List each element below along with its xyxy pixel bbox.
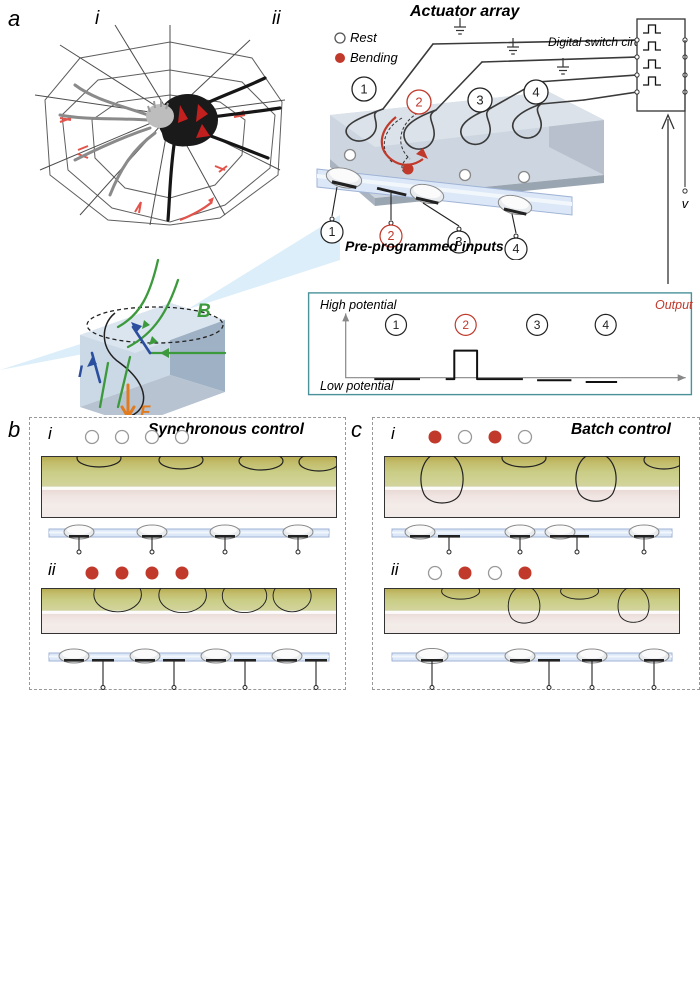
svg-text:B: B (197, 301, 211, 322)
svg-text:v: v (682, 196, 690, 211)
svg-text:4: 4 (532, 85, 539, 100)
svg-text:Output: Output (655, 298, 693, 312)
svg-text:Actuator array: Actuator array (409, 3, 520, 20)
svg-text:High potential: High potential (320, 298, 398, 312)
svg-text:1: 1 (329, 225, 336, 239)
svg-text:1: 1 (393, 318, 400, 332)
svg-text:4: 4 (602, 318, 609, 332)
svg-text:1: 1 (360, 82, 367, 97)
svg-text:Rest: Rest (350, 30, 378, 45)
svg-text:Low potential: Low potential (320, 379, 395, 393)
svg-text:3: 3 (534, 318, 541, 332)
svg-text:2: 2 (462, 318, 469, 332)
svg-text:3: 3 (476, 93, 483, 108)
svg-text:2: 2 (415, 95, 422, 110)
svg-text:4: 4 (513, 242, 520, 256)
svg-text:Bending: Bending (350, 50, 398, 65)
svg-text:F: F (140, 402, 151, 415)
